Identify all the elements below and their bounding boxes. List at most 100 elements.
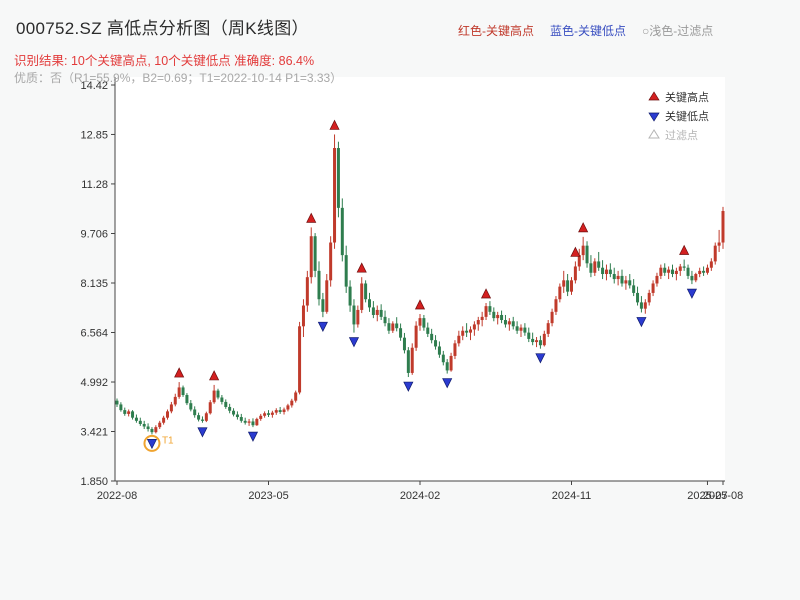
plot-legend-label: 过滤点 (665, 129, 698, 142)
candle-body (212, 390, 216, 403)
candle-body (375, 309, 379, 315)
y-tick-label: 1.850 (80, 476, 108, 488)
candle-body (348, 286, 352, 306)
candle-body (364, 283, 368, 300)
candle-body (134, 417, 138, 421)
x-tick-label: 2024-11 (552, 490, 592, 502)
candle-body (127, 411, 131, 414)
candle-body (220, 397, 224, 402)
candle-body (317, 270, 321, 300)
candle-body (224, 401, 228, 407)
candle-body (721, 211, 725, 243)
candle-body (445, 362, 449, 371)
candle-body (698, 270, 702, 275)
candle-body (333, 148, 337, 243)
candle-body (395, 323, 399, 329)
candle-body (589, 263, 593, 273)
candle-body (309, 236, 313, 278)
candle-body (158, 422, 162, 428)
key-high-marker-icon (480, 288, 492, 299)
key-low-marker-icon (146, 439, 158, 450)
candle-body (480, 316, 484, 321)
candle-body (601, 267, 605, 275)
candle-body (251, 421, 255, 426)
candle-body (531, 338, 535, 343)
candle-body (488, 306, 492, 312)
candle-body (278, 410, 282, 413)
t1-annotation-label: T1 (162, 435, 174, 446)
plot-legend-label: 关键高点 (665, 90, 709, 104)
candle-body (535, 340, 539, 343)
candle-body (608, 269, 612, 275)
candle-body (123, 410, 127, 414)
candle-body (426, 327, 430, 334)
candle-body (647, 292, 651, 303)
candle-body (216, 390, 220, 398)
candle-body (511, 321, 515, 327)
candle-body (298, 326, 302, 393)
candle-body (352, 305, 356, 325)
candle-body (383, 316, 387, 324)
key-high-marker-icon (414, 299, 426, 310)
candle-body (643, 302, 647, 309)
candle-body (185, 394, 189, 404)
candle-body (542, 333, 546, 346)
candle-body (441, 354, 445, 363)
candle-body (329, 242, 333, 281)
x-tick-label: 2022-08 (97, 490, 137, 502)
y-tick-label: 12.85 (80, 129, 108, 141)
y-tick-label: 9.706 (80, 229, 108, 241)
candle-body (294, 392, 298, 401)
candle-body (422, 318, 426, 328)
candle-body (671, 269, 674, 275)
candle-body (301, 305, 305, 327)
candle-body (270, 412, 274, 415)
plot-legend-label: 关键低点 (665, 109, 709, 123)
page-title: 000752.SZ 高低点分析图（周K线图） (16, 19, 309, 38)
header-legend: 红色-关键高点 蓝色-关键低点 ○浅色-过滤点 (458, 22, 713, 39)
candle-body (414, 325, 418, 348)
candle-body (562, 280, 566, 287)
candle-body (169, 404, 173, 412)
candle-body (166, 411, 169, 418)
candle-body (632, 285, 636, 293)
candle-body (496, 314, 500, 319)
candle-body (243, 420, 247, 423)
candle-body (503, 320, 507, 325)
candle-body (593, 261, 597, 273)
candle-body (138, 420, 142, 424)
candle-body (360, 283, 364, 310)
candle-body (663, 267, 667, 273)
candle-body (371, 307, 375, 315)
header-legend-key-high: 红色-关键高点 (458, 24, 534, 38)
candle-body (228, 406, 232, 411)
candle-body (476, 320, 480, 325)
candle-body (686, 267, 690, 276)
candle-body (208, 402, 212, 414)
candle-body (406, 350, 410, 373)
key-high-marker-icon (209, 370, 220, 381)
candle-body (655, 275, 659, 284)
candle-body (678, 266, 682, 271)
candle-body (713, 245, 717, 262)
candle-body (550, 311, 554, 324)
candle-body (570, 280, 573, 292)
candle-body (581, 245, 585, 256)
candle-body (379, 309, 383, 317)
candle-body (636, 292, 640, 303)
candle-body (402, 337, 406, 351)
candle-body (325, 280, 329, 312)
candle-body (340, 207, 344, 256)
x-tick-label: 2025-07 (687, 490, 727, 502)
key-low-marker-icon (348, 337, 360, 348)
candle-body (119, 404, 123, 411)
y-tick-label: 6.564 (80, 327, 108, 339)
candle-body (321, 299, 325, 312)
candle-body (410, 347, 414, 373)
candle-body (507, 321, 511, 325)
candle-body (639, 302, 643, 309)
candle-body (500, 314, 504, 321)
candle-body (624, 280, 628, 284)
candle-body (612, 274, 616, 280)
